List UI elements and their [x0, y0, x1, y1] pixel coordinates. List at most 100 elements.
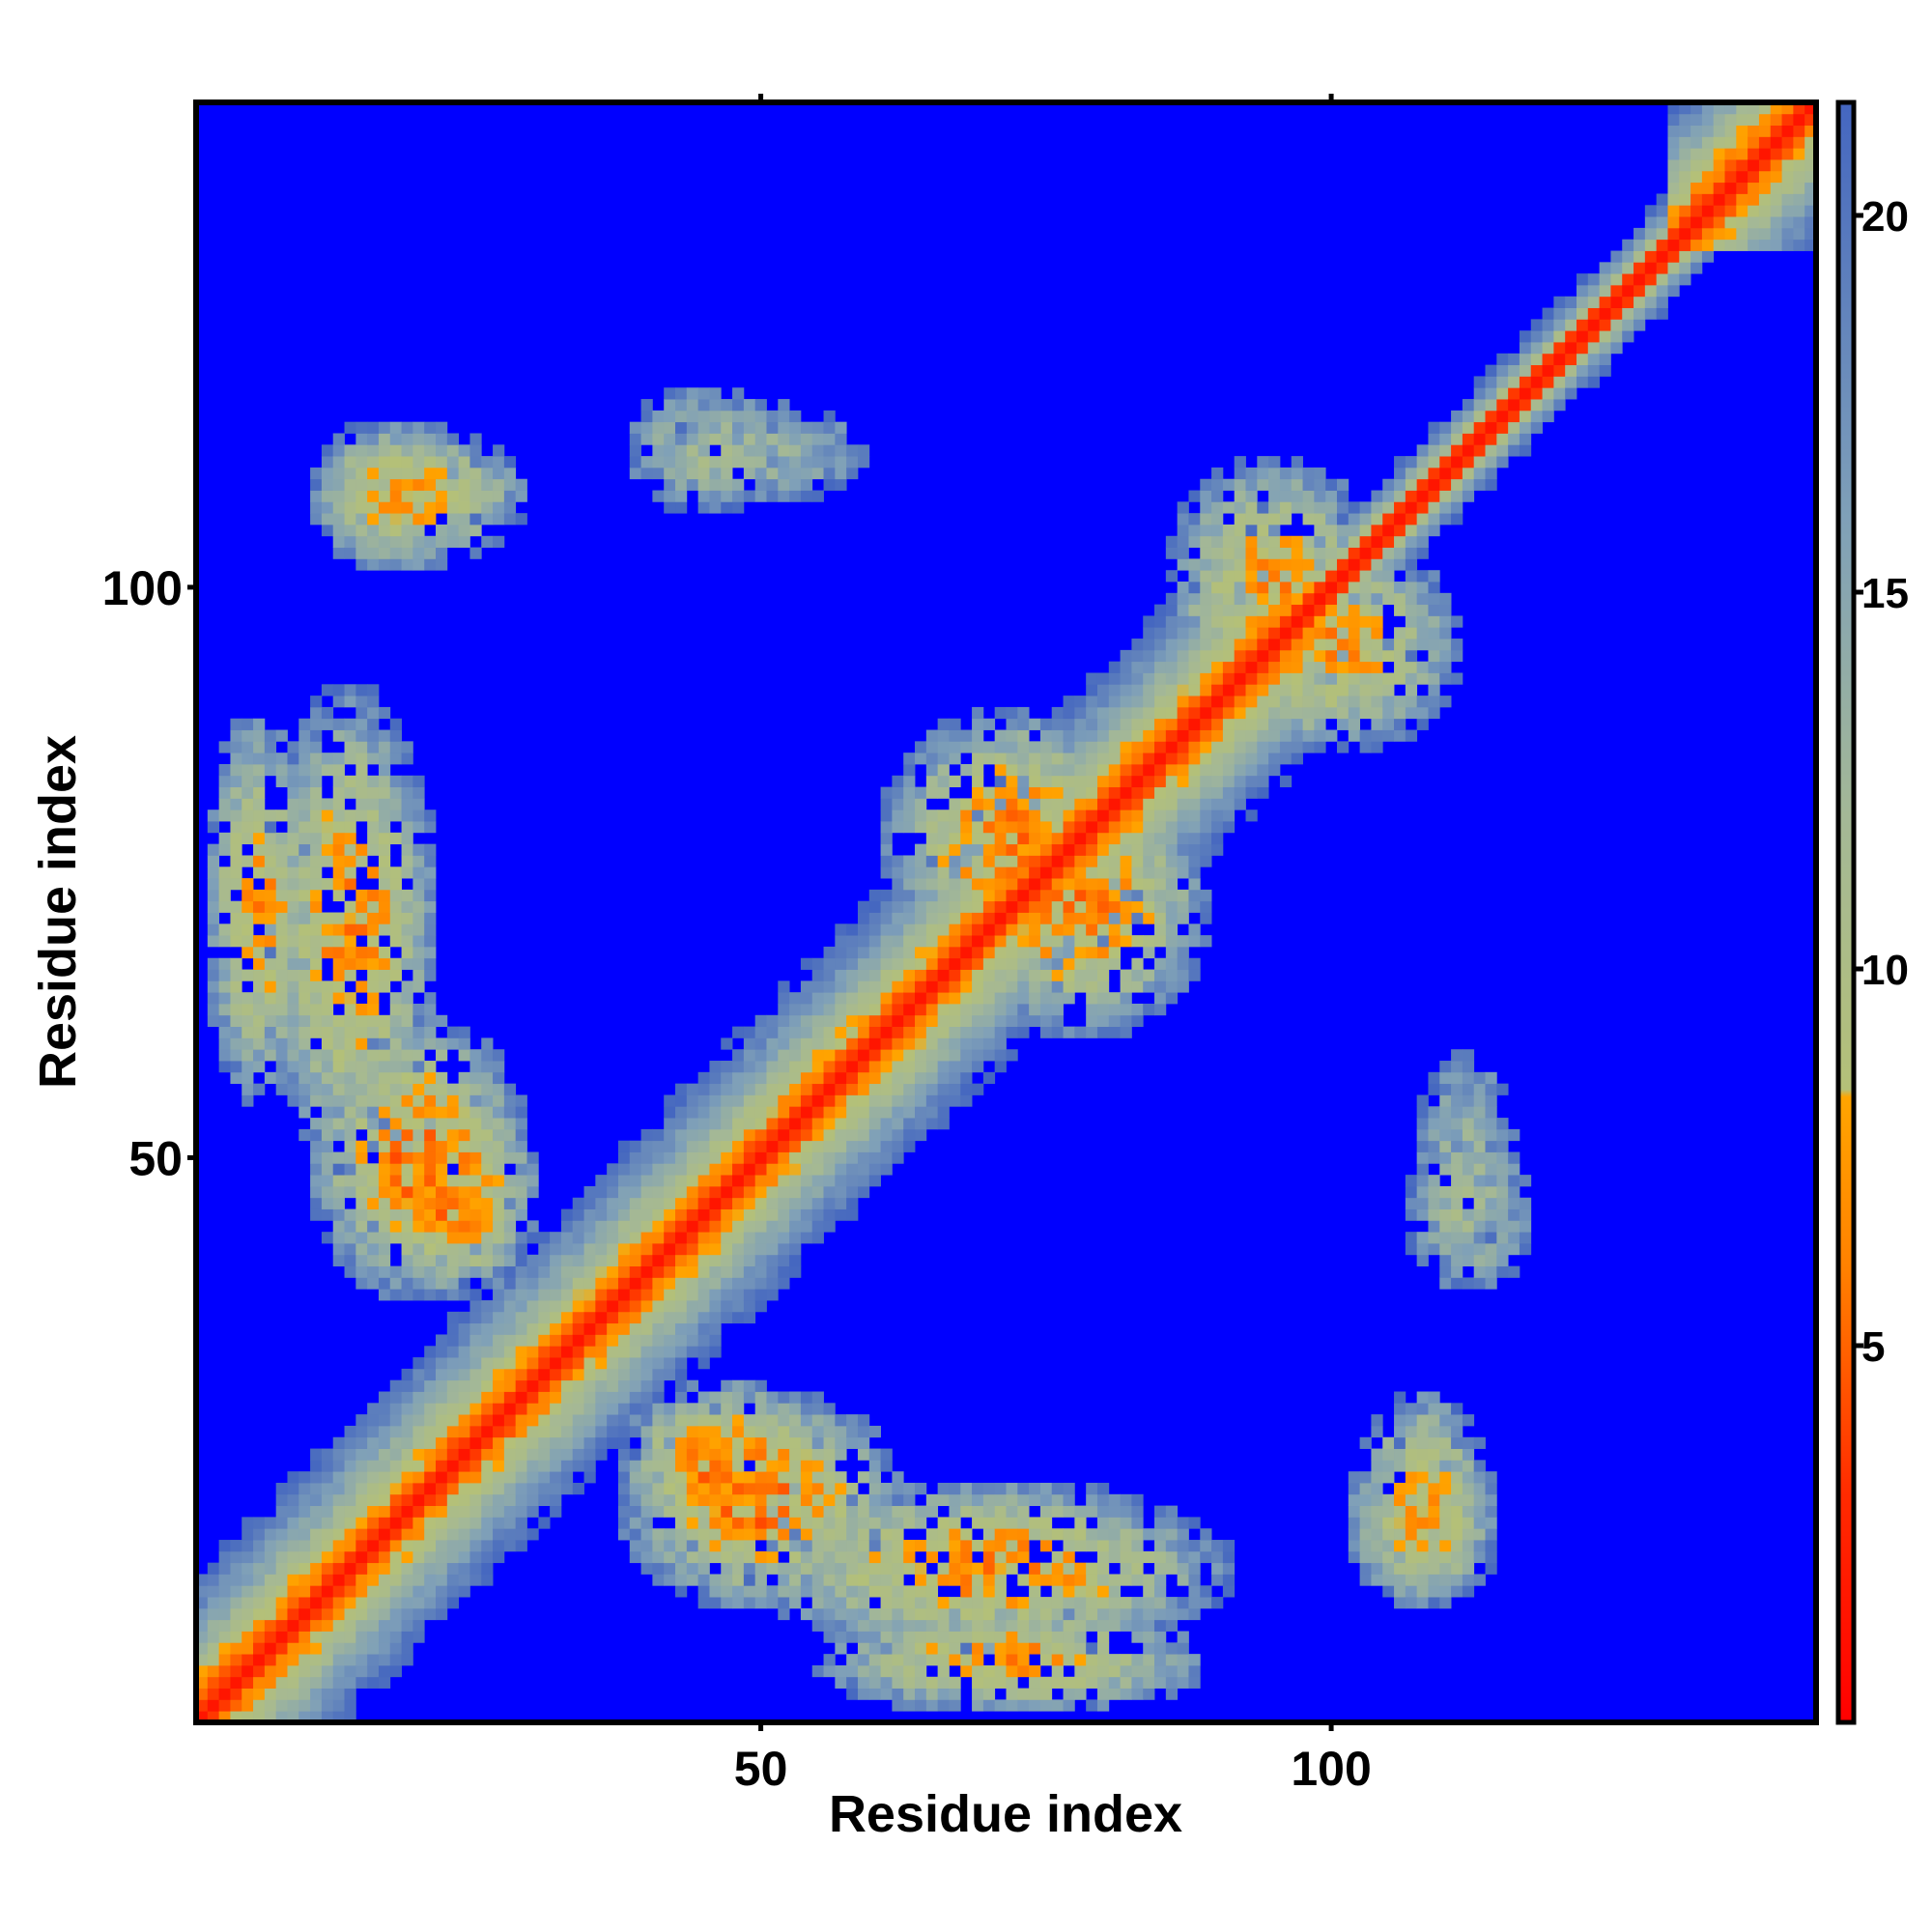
- heatmap-cell: [1336, 513, 1350, 526]
- heatmap-cell: [994, 1505, 1007, 1518]
- heatmap-cell: [835, 1493, 847, 1507]
- heatmap-cell: [196, 1676, 209, 1689]
- heatmap-cell: [732, 501, 745, 514]
- heatmap-cell: [607, 1379, 619, 1392]
- heatmap-cell: [287, 786, 299, 799]
- heatmap-cell: [412, 1118, 425, 1130]
- heatmap-cell: [811, 1175, 824, 1187]
- heatmap-cell: [424, 1197, 437, 1209]
- heatmap-cell: [1188, 935, 1201, 948]
- heatmap-cell: [778, 1061, 790, 1073]
- heatmap-cell: [321, 1128, 334, 1142]
- heatmap-cell: [367, 1414, 380, 1427]
- heatmap-cell: [721, 1242, 733, 1256]
- heatmap-cell: [503, 1208, 517, 1221]
- heatmap-cell: [811, 1414, 824, 1427]
- heatmap-cell: [1188, 649, 1201, 663]
- heatmap-cell: [982, 832, 996, 845]
- heatmap-cell: [595, 1436, 608, 1449]
- heatmap-cell: [721, 1289, 733, 1301]
- heatmap-cell: [811, 1185, 824, 1199]
- heatmap-cell: [915, 889, 927, 902]
- heatmap-cell: [1006, 843, 1018, 856]
- heatmap-cell: [686, 1334, 699, 1347]
- heatmap-cell: [937, 935, 950, 948]
- heatmap-cell: [458, 1242, 470, 1256]
- heatmap-cell: [1268, 535, 1281, 548]
- heatmap-cell: [915, 1574, 927, 1586]
- heatmap-cell: [686, 1220, 699, 1233]
- heatmap-cell: [1188, 832, 1201, 845]
- heatmap-cell: [378, 763, 391, 777]
- heatmap-cell: [800, 1208, 813, 1221]
- heatmap-cell: [732, 1585, 745, 1598]
- heatmap-cell: [412, 980, 425, 993]
- heatmap-cell: [1029, 1664, 1041, 1678]
- heatmap-cell: [242, 718, 254, 730]
- heatmap-cell: [664, 1368, 676, 1381]
- heatmap-cell: [230, 1631, 242, 1643]
- heatmap-cell: [823, 1425, 836, 1438]
- heatmap-cell: [1074, 912, 1087, 924]
- heatmap-cell: [1200, 1585, 1212, 1598]
- heatmap-cell: [766, 1391, 779, 1404]
- heatmap-cell: [1359, 741, 1372, 753]
- heatmap-cell: [230, 729, 242, 742]
- heatmap-cell: [857, 1550, 870, 1564]
- heatmap-cell: [732, 1220, 745, 1233]
- heatmap-cell: [949, 1574, 961, 1586]
- heatmap-cell: [493, 1311, 505, 1324]
- heatmap-cell: [1165, 843, 1179, 856]
- heatmap-cell: [1051, 900, 1064, 913]
- heatmap-cell: [1108, 1607, 1121, 1621]
- heatmap-cell: [652, 1346, 665, 1358]
- heatmap-cell: [1029, 992, 1041, 1005]
- heatmap-cell: [868, 1471, 881, 1484]
- heatmap-cell: [344, 992, 356, 1005]
- heatmap-cell: [982, 1482, 996, 1495]
- heatmap-cell: [1177, 867, 1189, 879]
- heatmap-cell: [378, 810, 391, 822]
- heatmap-cell: [811, 444, 824, 457]
- heatmap-cell: [378, 900, 391, 913]
- heatmap-cell: [857, 1517, 870, 1529]
- heatmap-cell: [332, 1550, 345, 1564]
- heatmap-cell: [892, 821, 904, 834]
- heatmap-cell: [481, 1311, 494, 1324]
- heatmap-cell: [458, 1562, 470, 1575]
- heatmap-cell: [424, 992, 437, 1005]
- heatmap-cell: [560, 1254, 574, 1267]
- heatmap-cell: [1245, 753, 1258, 765]
- heatmap-cell: [1131, 889, 1144, 902]
- heatmap-cell: [1096, 729, 1110, 742]
- heatmap-cell: [503, 478, 517, 491]
- heatmap-cell: [789, 1208, 802, 1221]
- heatmap-cell: [1200, 582, 1212, 594]
- heatmap-cell: [766, 490, 779, 502]
- heatmap-cell: [732, 490, 745, 502]
- heatmap-cell: [972, 992, 984, 1005]
- heatmap-cell: [732, 1540, 745, 1552]
- heatmap-cell: [1029, 889, 1041, 902]
- heatmap-cell: [664, 1277, 676, 1290]
- heatmap-cell: [196, 1619, 209, 1632]
- heatmap-cell: [493, 1265, 505, 1278]
- heatmap-cell: [1279, 604, 1293, 616]
- heatmap-cell: [800, 1471, 813, 1484]
- heatmap-cell: [1165, 878, 1179, 891]
- heatmap-cell: [617, 1289, 631, 1301]
- heatmap-cell: [857, 1118, 870, 1130]
- heatmap-cell: [458, 1118, 470, 1130]
- heatmap-cell: [743, 1242, 756, 1256]
- heatmap-cell: [1165, 810, 1179, 822]
- heatmap-cell: [880, 1482, 893, 1495]
- heatmap-cell: [960, 1607, 973, 1621]
- heatmap-cell: [835, 980, 847, 993]
- heatmap-cell: [367, 1517, 380, 1529]
- heatmap-cell: [481, 1197, 494, 1209]
- heatmap-cell: [972, 706, 984, 720]
- heatmap-cell: [994, 1049, 1007, 1062]
- heatmap-cell: [754, 1574, 767, 1586]
- heatmap-cell: [1188, 1562, 1201, 1575]
- heatmap-cell: [709, 1311, 722, 1324]
